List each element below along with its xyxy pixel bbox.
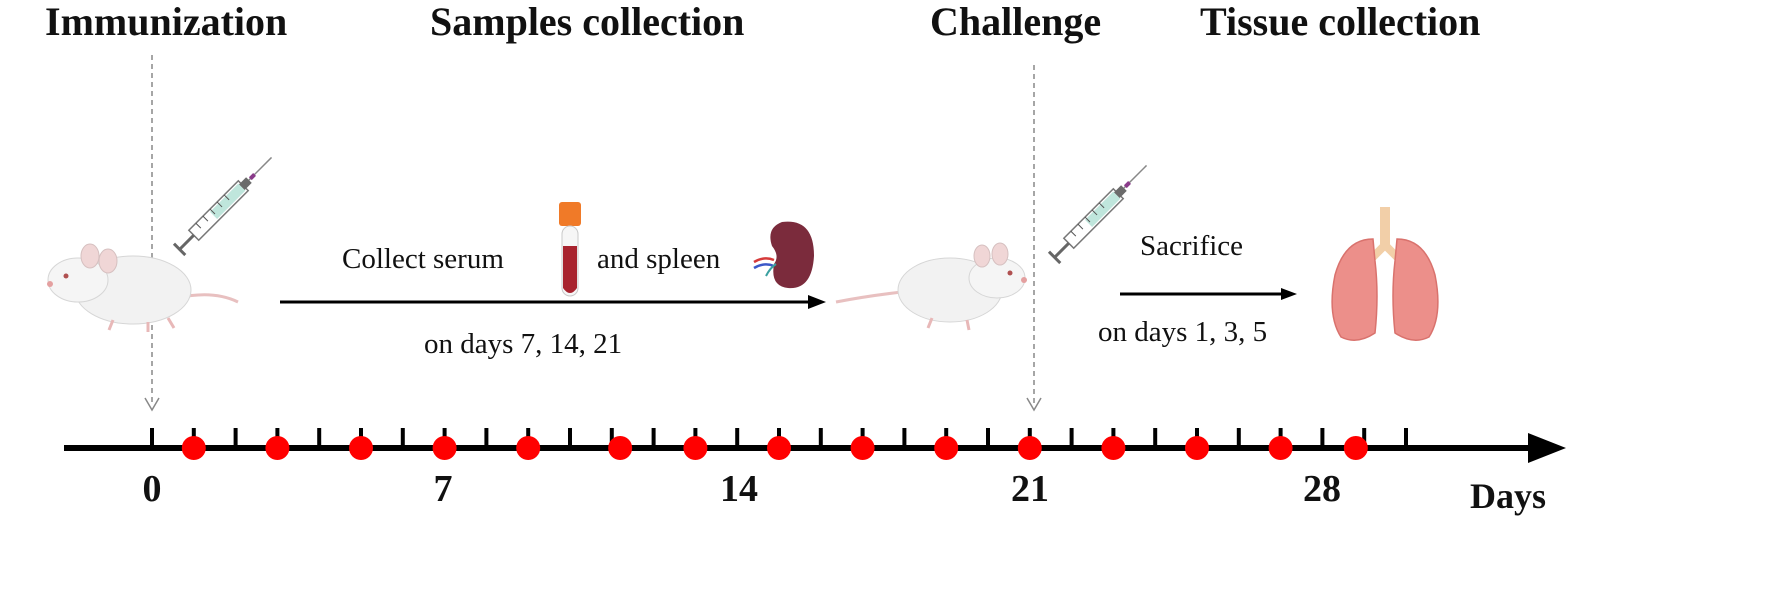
mouse-icon [835,242,1027,331]
tick-label-day-14: 14 [720,468,758,510]
timeline-marker-dot [683,436,708,460]
timeline-marker-dot [516,436,541,460]
timeline-markers [181,436,1368,460]
blood-tube-icon [559,202,581,297]
timeline-marker-dot [1268,436,1293,460]
timeline-marker-dot [265,436,290,460]
timeline-marker-dot [432,436,457,460]
timeline-marker-dot [1185,436,1209,460]
sampling-arrow-head [808,295,826,309]
sacrifice-arrow-head [1281,288,1297,300]
note-and-spleen: and spleen [597,243,721,275]
timeline-marker-dot [767,436,791,460]
spleen-icon [753,221,814,289]
note-collect-serum: Collect serum [342,243,504,275]
tick-label-day-7: 7 [433,468,453,510]
timeline-unit-label: Days [1470,476,1547,516]
tick-label-day-0: 0 [142,468,162,510]
timeline-marker-dot [1017,436,1042,460]
immunization-dashed-arrowhead [144,397,160,412]
note-sacrifice: Sacrifice [1140,230,1244,262]
timeline-marker-dot [1343,436,1368,460]
stage-title-challenge: Challenge [930,0,1102,44]
timeline-marker-dot [181,436,206,460]
mouse-icon [47,243,239,332]
note-sample-days: on days 7, 14, 21 [424,328,623,360]
syringe-icon [1047,164,1148,265]
note-sacrifice-days: on days 1, 3, 5 [1098,316,1268,348]
challenge-dashed-arrowhead [1026,397,1042,412]
tick-label-day-21: 21 [1011,468,1049,510]
stage-title-samples-collection: Samples collection [430,0,745,44]
stage-title-tissue-collection: Tissue collection [1200,0,1481,44]
stage-title-immunization: Immunization [45,0,288,44]
timeline-axis-arrowhead [1528,433,1566,463]
syringe-icon [172,156,273,257]
lungs-icon [1331,207,1439,341]
timeline-marker-dot [349,436,373,460]
timeline-marker-dot [850,436,875,460]
timeline-marker-dot [1101,436,1126,460]
timeline-marker-dot [608,436,633,460]
timeline-marker-dot [934,436,959,460]
tick-label-day-28: 28 [1303,468,1341,510]
